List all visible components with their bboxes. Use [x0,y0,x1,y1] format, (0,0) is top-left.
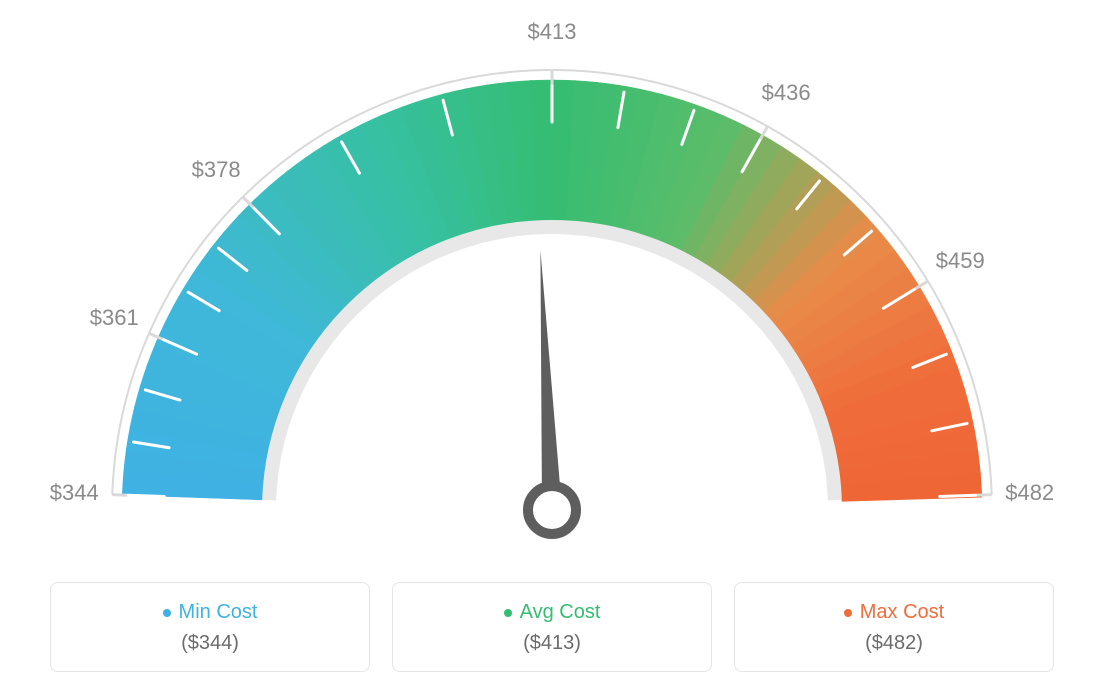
gauge-tick-label: $361 [90,305,139,331]
legend-card-max: Max Cost ($482) [734,582,1054,672]
legend-text-min: Min Cost [179,601,258,624]
gauge-chart [0,0,1104,560]
gauge-tick-label: $378 [192,157,241,183]
gauge-tick-label: $344 [50,480,99,506]
legend-dot-avg [504,609,512,617]
gauge-tick-label: $482 [1005,480,1054,506]
gauge-container: $344 $361 $378 $413 $436 $459 $482 [0,0,1104,560]
legend-text-max: Max Cost [860,601,944,624]
legend-card-min: Min Cost ($344) [50,582,370,672]
legend-dot-min [163,609,171,617]
legend-card-avg: Avg Cost ($413) [392,582,712,672]
legend-text-avg: Avg Cost [520,601,601,624]
legend-value-min: ($344) [71,632,349,655]
legend-row: Min Cost ($344) Avg Cost ($413) Max Cost… [0,582,1104,672]
legend-label-max: Max Cost [844,601,944,624]
legend-dot-max [844,609,852,617]
legend-label-avg: Avg Cost [504,601,601,624]
gauge-tick-label: $459 [936,248,985,274]
legend-label-min: Min Cost [163,601,258,624]
legend-value-max: ($482) [755,632,1033,655]
gauge-tick-label: $413 [528,19,577,45]
gauge-tick-label: $436 [762,80,811,106]
legend-value-avg: ($413) [413,632,691,655]
